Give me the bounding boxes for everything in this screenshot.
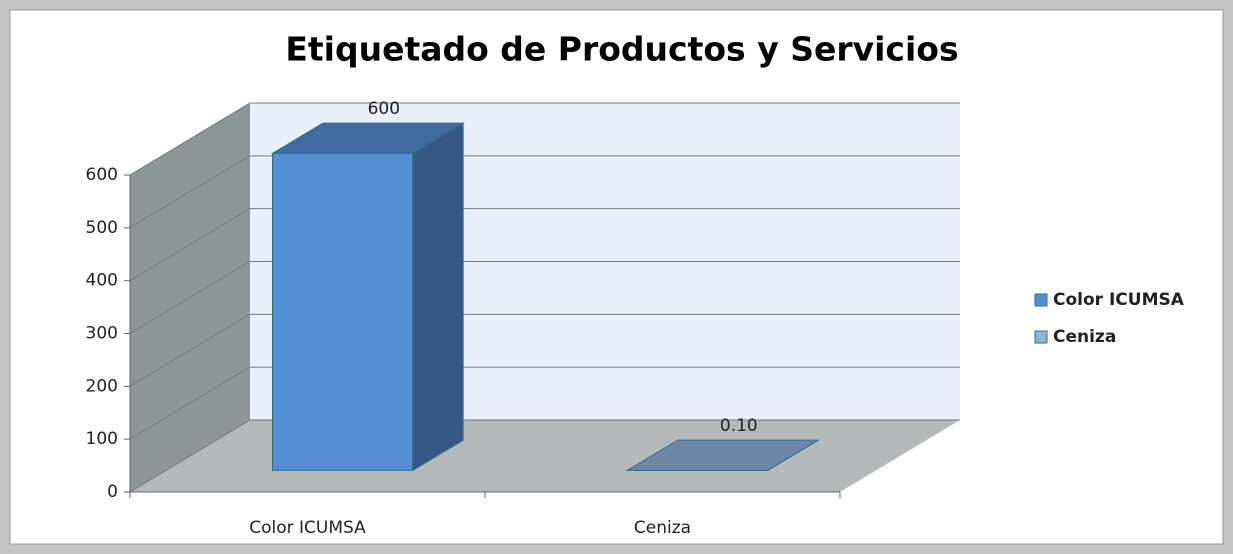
x-tick-label: Color ICUMSA (249, 518, 366, 538)
grid-line (129, 419, 960, 493)
grid-line (129, 208, 960, 282)
y-tick-label: 500 (86, 218, 118, 238)
legend-label: Color ICUMSA (1053, 290, 1185, 310)
grid-line (129, 261, 960, 334)
y-tick-label: 0 (107, 482, 118, 502)
value-label: 0.10 (720, 416, 758, 436)
x-tick-label: Ceniza (634, 518, 691, 538)
y-tick-label: 300 (86, 324, 118, 344)
legend-swatch (1034, 330, 1048, 344)
bar (625, 439, 820, 472)
grid-line (129, 102, 960, 176)
grid-line (129, 155, 960, 229)
bar-top (625, 439, 820, 471)
y-tick-label: 100 (86, 429, 118, 449)
floor (130, 420, 960, 492)
y-tick-label: 600 (86, 165, 118, 185)
bar-top (270, 122, 465, 154)
legend-label: Ceniza (1053, 327, 1116, 347)
y-tick-label: 400 (86, 271, 118, 291)
bar (270, 122, 465, 472)
grid-line (129, 366, 960, 440)
chart-title: Etiquetado de Productos y Servicios (285, 30, 958, 69)
bar-front (272, 152, 414, 471)
legend-swatch (1034, 293, 1048, 307)
value-label: 600 (368, 99, 400, 119)
grid-line (129, 313, 960, 387)
bar-side (412, 122, 464, 472)
y-tick-label: 200 (86, 376, 118, 396)
